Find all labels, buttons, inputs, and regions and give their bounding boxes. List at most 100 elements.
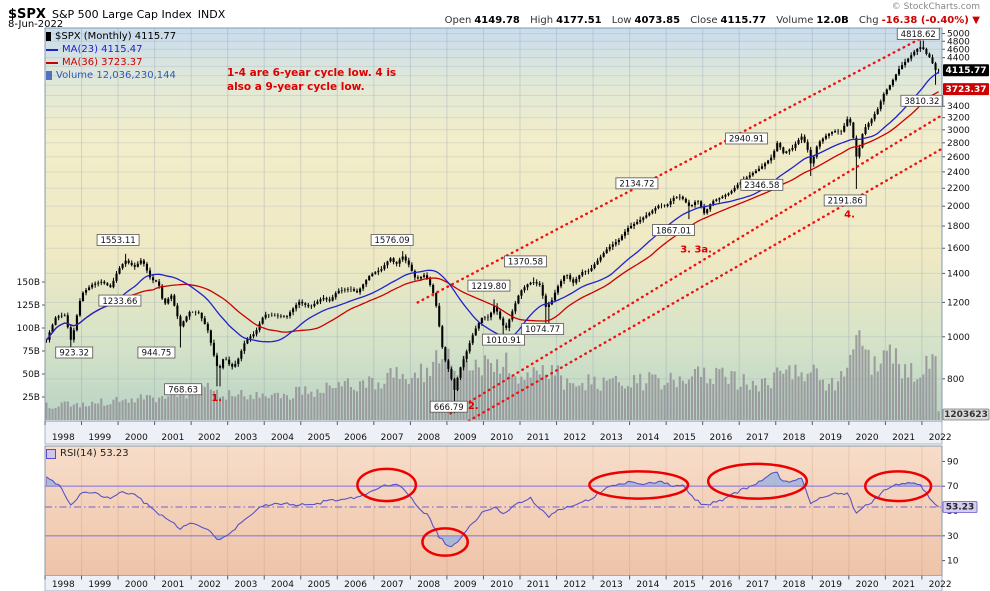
price-callout-box [137, 346, 176, 359]
svg-text:1998: 1998 [52, 433, 75, 443]
svg-text:4600: 4600 [947, 45, 970, 55]
cycle-low-labels: 1. 2. 3. 3a. 4. [211, 210, 855, 412]
close-value: 4115.77 [720, 15, 767, 26]
svg-text:666.79: 666.79 [434, 403, 464, 413]
svg-text:2011: 2011 [527, 433, 550, 443]
price-callout-box [96, 234, 140, 246]
current-value-box [942, 501, 978, 513]
svg-text:1999: 1999 [88, 433, 111, 443]
svg-text:4818.62: 4818.62 [901, 30, 936, 40]
price-callouts: 923.32 1233.66 1553.11 944.75 768.63 1576.09 6… [55, 28, 944, 413]
svg-text:2009: 2009 [454, 580, 477, 590]
svg-text:53.23: 53.23 [946, 502, 974, 512]
rsi-axis: 907050301053.23 [942, 457, 978, 567]
price-panel-border [44, 27, 943, 422]
svg-text:2017: 2017 [746, 433, 769, 443]
svg-text:944.75: 944.75 [142, 349, 172, 359]
svg-text:2014: 2014 [636, 580, 659, 590]
svg-text:2021: 2021 [892, 580, 915, 590]
price-callout-box [652, 224, 695, 236]
svg-text:4115.77: 4115.77 [946, 66, 987, 76]
price-callout-box [521, 323, 565, 335]
svg-text:3000: 3000 [947, 126, 970, 136]
svg-text:2018: 2018 [783, 433, 806, 443]
svg-text:1600: 1600 [947, 244, 970, 254]
current-value-box [943, 64, 989, 77]
chart-title: $SPX S&P 500 Large Cap Index INDX [8, 3, 225, 22]
svg-text:1200: 1200 [947, 298, 970, 308]
svg-text:2010: 2010 [490, 433, 513, 443]
copyright-notice: © StockCharts.com [891, 2, 980, 12]
svg-text:2006: 2006 [344, 580, 367, 590]
svg-text:2010: 2010 [490, 580, 513, 590]
close-label: Close [690, 15, 718, 26]
svg-text:5000: 5000 [947, 30, 970, 40]
svg-text:2017: 2017 [746, 580, 769, 590]
svg-text:2134.72: 2134.72 [619, 180, 654, 190]
svg-text:1000: 1000 [947, 333, 970, 343]
svg-text:70: 70 [947, 482, 959, 492]
svg-text:1867.01: 1867.01 [656, 226, 691, 236]
price-callout-box [164, 383, 203, 396]
svg-text:768.63: 768.63 [168, 385, 198, 395]
current-value-box [943, 83, 989, 96]
rsi-highlight-ellipses [356, 462, 933, 557]
high-label: High [530, 15, 554, 26]
rsi-legend: RSI(14) 53.23 [46, 448, 129, 459]
svg-text:2007: 2007 [381, 433, 404, 443]
volume-bars-icon [46, 71, 52, 80]
x-axis-years: 1998 1999 2000 2001 2002 2003 2004 2005 2006 2007… [44, 575, 952, 591]
price-callout-box [98, 294, 142, 307]
svg-text:2013: 2013 [600, 433, 623, 443]
svg-text:4.: 4. [844, 210, 855, 221]
svg-text:2200: 2200 [947, 184, 970, 194]
svg-text:2019: 2019 [819, 580, 842, 590]
svg-text:2191.86: 2191.86 [828, 197, 863, 207]
svg-text:2003: 2003 [235, 580, 258, 590]
svg-text:125B: 125B [17, 301, 40, 311]
price-callout-box [740, 178, 784, 191]
svg-text:1998: 1998 [52, 580, 75, 590]
svg-text:3723.37: 3723.37 [946, 85, 987, 95]
chg-label: Chg [858, 15, 879, 26]
cycle-annotation-line2: also a 9-year cycle low. [227, 81, 365, 93]
svg-text:10: 10 [947, 557, 959, 567]
svg-text:2019: 2019 [819, 433, 842, 443]
svg-text:1203623: 1203623 [944, 410, 988, 420]
svg-text:2001: 2001 [161, 580, 184, 590]
legend-series-label: $SPX (Monthly) 4115.77 [55, 31, 177, 42]
ma36-line-icon [46, 61, 58, 64]
price-callout-box [370, 234, 414, 246]
svg-text:2000: 2000 [947, 202, 970, 212]
x-axis-years: 1998 1999 2000 2001 2002 2003 2004 2005 2006 2007… [44, 420, 952, 445]
svg-text:150B: 150B [17, 278, 40, 288]
svg-text:2022: 2022 [929, 433, 952, 443]
price-callout-box [429, 400, 468, 413]
current-value-box [942, 408, 990, 421]
svg-text:3400: 3400 [947, 102, 970, 112]
svg-text:1074.77: 1074.77 [525, 325, 560, 335]
svg-text:2016: 2016 [709, 580, 732, 590]
svg-text:90: 90 [947, 457, 959, 467]
cycle-annotation: 1-4 are 6-year cycle low. 4 is also a 9-… [227, 66, 396, 94]
svg-text:2003: 2003 [235, 433, 258, 443]
svg-text:2800: 2800 [947, 139, 970, 149]
svg-text:2004: 2004 [271, 580, 294, 590]
svg-text:100B: 100B [17, 324, 40, 334]
svg-text:25B: 25B [22, 393, 40, 403]
svg-text:1233.66: 1233.66 [102, 297, 137, 307]
svg-text:3200: 3200 [947, 114, 970, 124]
svg-text:3. 3a.: 3. 3a. [680, 244, 712, 255]
svg-text:2022: 2022 [929, 580, 952, 590]
svg-text:50B: 50B [22, 370, 40, 380]
svg-text:1553.11: 1553.11 [100, 236, 135, 246]
red-circle-annotation [588, 470, 690, 500]
svg-text:1370.58: 1370.58 [508, 258, 543, 268]
svg-text:2002: 2002 [198, 580, 221, 590]
svg-text:2008: 2008 [417, 433, 440, 443]
svg-text:2008: 2008 [417, 580, 440, 590]
svg-text:2600: 2600 [947, 153, 970, 163]
chart-legend: $SPX (Monthly) 4115.77 MA(23) 4115.47 MA… [46, 30, 176, 82]
svg-text:2940.91: 2940.91 [729, 135, 764, 145]
